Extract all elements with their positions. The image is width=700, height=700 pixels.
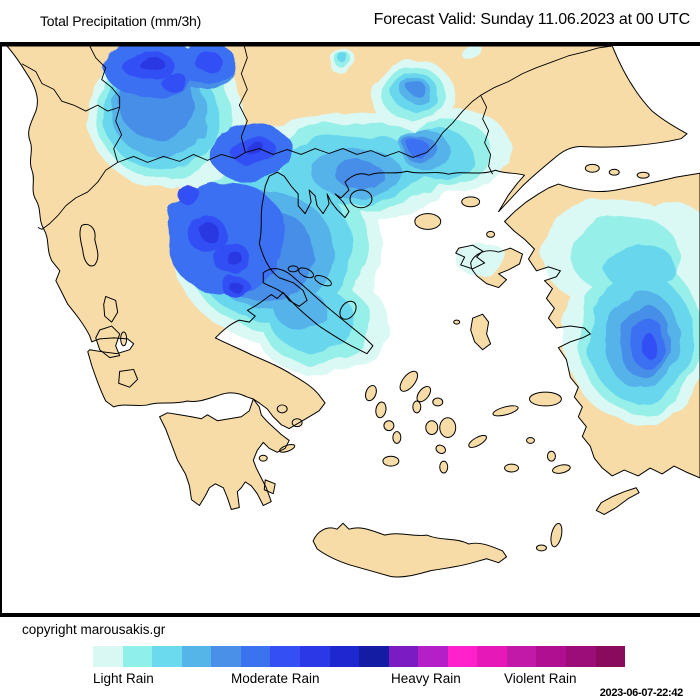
legend-swatch <box>506 646 537 667</box>
legend-swatch <box>566 646 596 667</box>
legend-label-light-rain: Light Rain <box>93 671 154 686</box>
legend-label-heavy-rain: Heavy Rain <box>391 671 461 686</box>
map-title: Total Precipitation (mm/3h) <box>40 13 202 29</box>
legend-swatch <box>388 646 419 667</box>
legend-swatch <box>211 646 241 667</box>
generation-timestamp: 2023-06-07-22:42 <box>599 687 684 699</box>
legend-swatch <box>181 646 212 667</box>
legend-swatch <box>595 646 626 667</box>
country-borders <box>21 46 613 230</box>
legend-swatch <box>477 646 507 667</box>
legend-swatch <box>329 646 360 667</box>
legend-swatch <box>299 646 330 667</box>
greece-precipitation-map <box>2 46 700 578</box>
legend-swatch <box>536 646 566 667</box>
legend-swatch <box>270 646 300 667</box>
legend-swatch <box>359 646 389 667</box>
precipitation-overlay <box>88 46 700 423</box>
legend-bar <box>93 646 626 667</box>
precip-layer-heavy-2 <box>136 54 266 296</box>
legend-swatch <box>122 646 153 667</box>
legend-swatch <box>240 646 271 667</box>
legend-swatch <box>93 646 123 667</box>
copyright-text: copyright marousakis.gr <box>22 622 166 637</box>
forecast-valid-label: Forecast Valid: Sunday 11.06.2023 at 00 … <box>373 11 691 28</box>
legend-swatch <box>152 646 182 667</box>
forecast-map <box>0 42 700 617</box>
legend-swatch <box>418 646 448 667</box>
legend-swatch <box>447 646 478 667</box>
legend-label-violent-rain: Violent Rain <box>504 671 577 686</box>
legend-label-moderate-rain: Moderate Rain <box>231 671 320 686</box>
